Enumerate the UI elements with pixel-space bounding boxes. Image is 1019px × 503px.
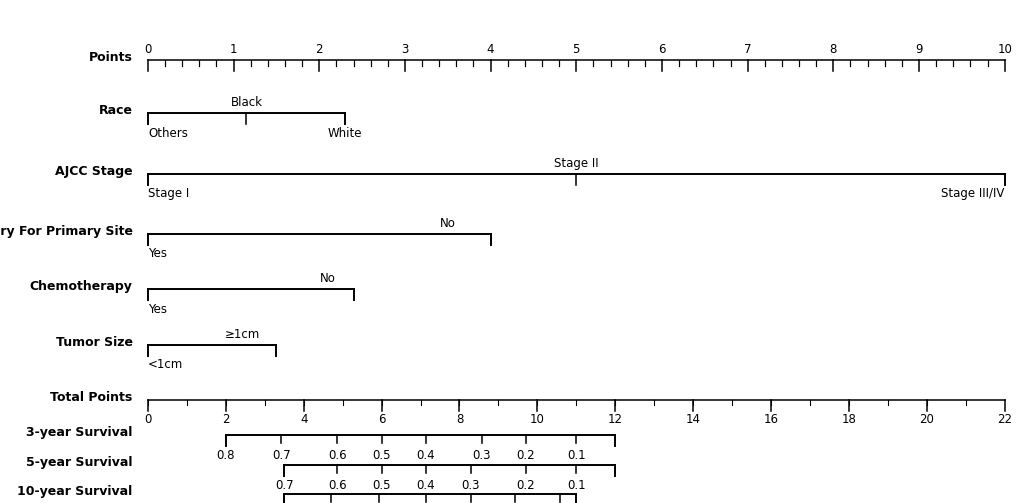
Text: Yes: Yes [148, 303, 167, 316]
Text: 0.4: 0.4 [416, 479, 435, 492]
Text: ≥1cm: ≥1cm [224, 327, 260, 341]
Text: Points: Points [89, 51, 132, 64]
Text: 0.2: 0.2 [517, 479, 535, 492]
Text: 7: 7 [743, 43, 751, 56]
Text: 0: 0 [144, 43, 152, 56]
Text: Chemotherapy: Chemotherapy [30, 280, 132, 293]
Text: Tumor Size: Tumor Size [56, 336, 132, 349]
Text: Total Points: Total Points [50, 391, 132, 404]
Text: 5: 5 [572, 43, 580, 56]
Text: Black: Black [230, 96, 262, 109]
Text: 9: 9 [914, 43, 922, 56]
Text: 2: 2 [222, 413, 229, 427]
Text: Stage II: Stage II [553, 156, 598, 170]
Text: 0.5: 0.5 [372, 449, 390, 462]
Text: 3: 3 [400, 43, 409, 56]
Text: 0.1: 0.1 [567, 449, 585, 462]
Text: AJCC Stage: AJCC Stage [55, 164, 132, 178]
Text: White: White [327, 127, 362, 140]
Text: 12: 12 [607, 413, 623, 427]
Text: Race: Race [99, 104, 132, 117]
Text: 0.3: 0.3 [461, 479, 480, 492]
Text: No: No [439, 217, 455, 230]
Text: 22: 22 [997, 413, 1011, 427]
Text: 0.1: 0.1 [567, 479, 585, 492]
Text: 16: 16 [763, 413, 777, 427]
Text: Surgery For Primary Site: Surgery For Primary Site [0, 225, 132, 238]
Text: 10: 10 [997, 43, 1011, 56]
Text: Stage I: Stage I [148, 187, 189, 200]
Text: Stage III/IV: Stage III/IV [941, 187, 1004, 200]
Text: 0.4: 0.4 [416, 449, 435, 462]
Text: 18: 18 [841, 413, 856, 427]
Text: <1cm: <1cm [148, 358, 183, 371]
Text: 8: 8 [455, 413, 463, 427]
Text: No: No [320, 272, 335, 285]
Text: 3-year Survival: 3-year Survival [26, 426, 132, 439]
Text: 6: 6 [657, 43, 665, 56]
Text: 6: 6 [377, 413, 385, 427]
Text: 0.8: 0.8 [216, 449, 234, 462]
Text: 10-year Survival: 10-year Survival [17, 485, 132, 498]
Text: 1: 1 [229, 43, 237, 56]
Text: 0.3: 0.3 [472, 449, 490, 462]
Text: 0: 0 [144, 413, 152, 427]
Text: 4: 4 [486, 43, 494, 56]
Text: 0.5: 0.5 [372, 479, 390, 492]
Text: 10: 10 [530, 413, 544, 427]
Text: 20: 20 [918, 413, 933, 427]
Text: 0.7: 0.7 [272, 449, 290, 462]
Text: 14: 14 [685, 413, 700, 427]
Text: 8: 8 [828, 43, 837, 56]
Text: Others: Others [148, 127, 187, 140]
Text: 0.6: 0.6 [327, 479, 346, 492]
Text: 0.7: 0.7 [275, 479, 293, 492]
Text: 5-year Survival: 5-year Survival [26, 456, 132, 469]
Text: 4: 4 [300, 413, 307, 427]
Text: 2: 2 [315, 43, 323, 56]
Text: Yes: Yes [148, 247, 167, 261]
Text: 0.2: 0.2 [517, 449, 535, 462]
Text: 0.6: 0.6 [327, 449, 346, 462]
